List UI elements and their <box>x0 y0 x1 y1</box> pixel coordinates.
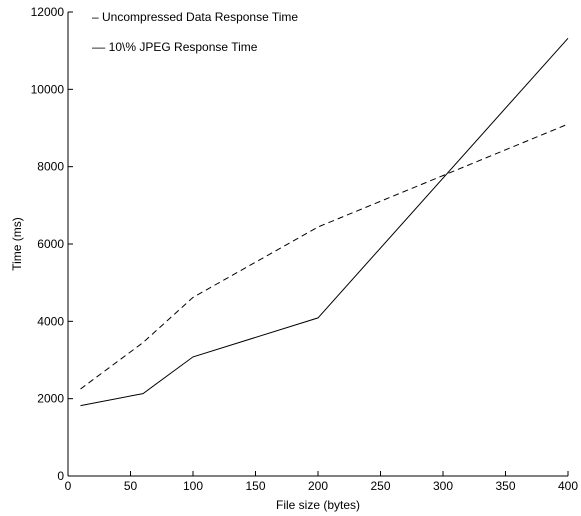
y-tick-label: 4000 <box>37 314 64 328</box>
x-tick-label: 150 <box>245 479 265 493</box>
jpeg-series-line <box>81 124 569 389</box>
x-tick-label: 400 <box>558 479 578 493</box>
uncompressed-series-line <box>81 38 569 405</box>
x-tick-label: 350 <box>495 479 515 493</box>
x-tick-label: 100 <box>183 479 203 493</box>
y-tick-label: 2000 <box>37 392 64 406</box>
y-tick-label: 8000 <box>37 160 64 174</box>
plot-area: 0 50 100 150 200 250 300 350 400 0 2000 4000 6000 80… <box>31 5 579 493</box>
y-axis-ticks: 0 2000 4000 6000 8000 10000 12000 <box>31 5 73 483</box>
y-tick-label: 10000 <box>31 82 65 96</box>
y-axis-title: Time (ms) <box>10 217 24 271</box>
y-tick-label: 6000 <box>37 237 64 251</box>
x-tick-label: 250 <box>370 479 390 493</box>
x-tick-label: 300 <box>433 479 453 493</box>
legend: – Uncompressed Data Response Time –– 10\… <box>92 10 298 54</box>
y-tick-label: 0 <box>57 469 64 483</box>
series-group <box>81 38 569 405</box>
legend-entry-jpeg: –– 10\% JPEG Response Time <box>92 40 258 54</box>
x-tick-label: 0 <box>65 479 72 493</box>
y-tick-label: 12000 <box>31 5 65 19</box>
legend-entry-uncompressed: – Uncompressed Data Response Time <box>92 10 298 24</box>
x-tick-label: 50 <box>124 479 138 493</box>
x-axis-ticks: 0 50 100 150 200 250 300 350 400 <box>65 471 579 493</box>
x-tick-label: 200 <box>308 479 328 493</box>
x-axis-title: File size (bytes) <box>276 498 360 512</box>
